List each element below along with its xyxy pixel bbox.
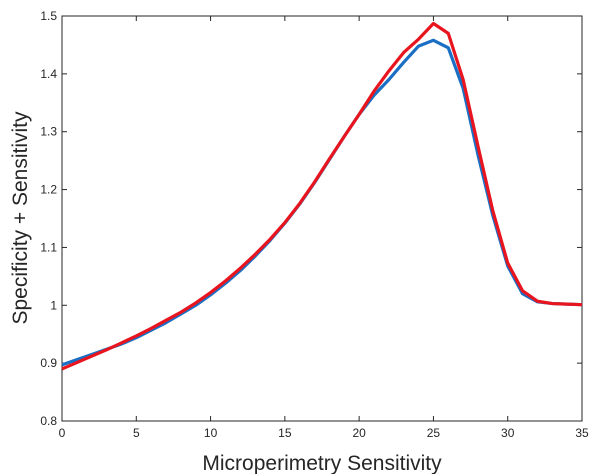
x-tick-label: 15	[278, 426, 292, 440]
plot-area: 0 5 10 15 20 25 30 35 0.8 0.9 1 1.1 1.2 1.3 1.4 1.5	[40, 9, 589, 440]
x-tick-label: 5	[133, 426, 140, 440]
plot-frame	[61, 15, 583, 422]
y-axis-ticks: 0.8 0.9 1 1.1 1.2 1.3 1.4 1.5	[40, 9, 582, 428]
y-tick-label: 1	[50, 298, 57, 312]
y-tick-label: 1.4	[40, 67, 57, 81]
x-axis-ticks: 0 5 10 15 20 25 30 35	[59, 16, 589, 440]
x-tick-label: 0	[59, 426, 66, 440]
series-layer	[61, 21, 583, 371]
y-tick-label: 1.3	[40, 125, 57, 139]
x-tick-label: 20	[352, 426, 366, 440]
x-axis-label: Microperimetry Sensitivity	[202, 452, 442, 474]
x-tick-label: 10	[204, 426, 218, 440]
y-tick-label: 0.9	[40, 356, 57, 370]
y-tick-label: 0.8	[40, 414, 57, 428]
x-tick-label: 35	[575, 426, 589, 440]
x-tick-label: 30	[501, 426, 515, 440]
y-tick-label: 1.1	[40, 240, 57, 254]
x-tick-label: 25	[427, 426, 441, 440]
y-tick-label: 1.5	[40, 9, 57, 23]
y-axis-label: Specificity + Sensitivity	[9, 111, 32, 324]
y-tick-label: 1.2	[40, 183, 57, 197]
series-line-2	[61, 21, 583, 371]
series-line-1	[61, 38, 583, 367]
